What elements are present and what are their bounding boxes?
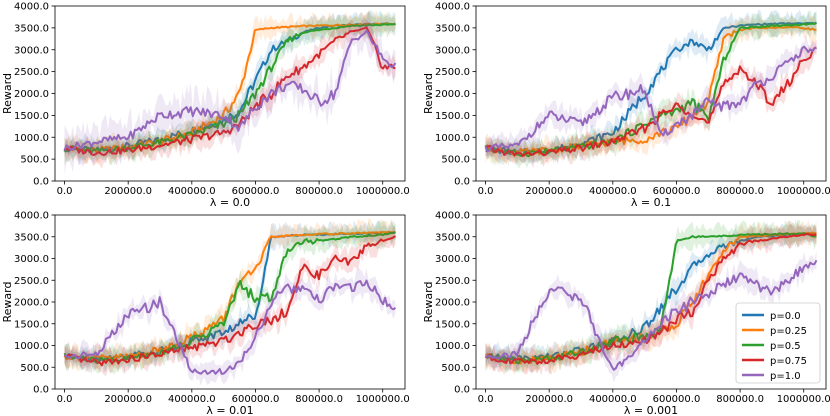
x-axis-label: λ = 0.01 (206, 404, 253, 416)
x-tick-label: 1000000.0 (777, 394, 830, 405)
x-tick-label: 200000.0 (104, 186, 152, 197)
y-tick-label: 500.0 (441, 155, 470, 166)
y-tick-label: 2000.0 (14, 298, 49, 309)
y-tick-label: 3000.0 (435, 45, 470, 56)
y-axis-label: Reward (1, 73, 14, 114)
x-tick-label: 800000.0 (716, 186, 764, 197)
y-axis-label: Reward (1, 282, 14, 323)
series-line-p=0.75 (485, 46, 817, 158)
y-tick-label: 1000.0 (14, 133, 49, 144)
x-tick-label: 200000.0 (104, 394, 152, 405)
y-axis-label: Reward (422, 73, 435, 114)
series-line-p=1.0 (484, 45, 817, 153)
x-tick-label: 600000.0 (232, 394, 280, 405)
x-tick-label: 1000000.0 (356, 186, 410, 197)
series-line-p=0.25 (484, 25, 817, 156)
series-band-p=0.5 (485, 9, 817, 169)
x-tick-label: 600000.0 (653, 394, 701, 405)
x-tick-label: 400000.0 (589, 394, 637, 405)
y-tick-label: 1000.0 (14, 341, 49, 352)
x-tick-label: 400000.0 (589, 186, 637, 197)
y-tick-label: 4000.0 (435, 211, 470, 222)
y-tick-label: 4000.0 (14, 2, 49, 13)
y-tick-label: 3500.0 (14, 23, 49, 34)
legend-box (735, 302, 821, 384)
series-band-p=0.25 (64, 218, 396, 372)
series-line-p=1.0 (63, 29, 397, 152)
y-tick-label: 0.0 (33, 385, 49, 396)
x-tick-label: 200000.0 (525, 186, 573, 197)
y-tick-label: 0.0 (33, 177, 49, 188)
x-tick-label: 400000.0 (168, 394, 216, 405)
x-tick-label: 200000.0 (525, 394, 573, 405)
y-tick-label: 3500.0 (435, 23, 470, 34)
legend-label: p=0.5 (770, 341, 801, 352)
y-tick-label: 2000.0 (435, 298, 470, 309)
y-tick-label: 1500.0 (14, 319, 49, 330)
x-axis-label: λ = 0.001 (624, 404, 678, 416)
series-line-p=0.25 (63, 230, 396, 362)
subplot-lambda-0.001: 0.0 500.0 1000.0 1500.0 2000.0 2500.0 3000.0 35… (422, 211, 830, 416)
x-tick-label: 0.0 (478, 186, 494, 197)
y-tick-label: 2500.0 (435, 67, 470, 78)
series-line-p=0.75 (485, 233, 817, 365)
y-tick-label: 2000.0 (435, 89, 470, 100)
series-line-p=0.75 (64, 26, 396, 157)
x-tick-label: 1000000.0 (777, 186, 830, 197)
y-tick-label: 0.0 (454, 177, 470, 188)
y-tick-label: 2500.0 (14, 276, 49, 287)
series-line-p=0.75 (64, 235, 397, 367)
y-tick-label: 3000.0 (435, 254, 470, 265)
series-band-p=1.0 (485, 250, 817, 383)
y-tick-label: 3500.0 (14, 232, 49, 243)
y-tick-label: 500.0 (441, 363, 470, 374)
series-band-p=0.0 (485, 220, 817, 374)
y-tick-label: 500.0 (20, 155, 49, 166)
x-tick-label: 600000.0 (232, 186, 280, 197)
subplot-lambda-0.0: 0.0 500.0 1000.0 1500.0 2000.0 2500.0 3000.0 35… (1, 2, 410, 210)
y-tick-label: 2000.0 (14, 89, 49, 100)
x-tick-label: 0.0 (57, 186, 73, 197)
y-tick-label: 3000.0 (14, 45, 49, 56)
y-axis-label: Reward (422, 282, 435, 323)
y-tick-label: 4000.0 (14, 211, 49, 222)
series-band-p=1.0 (64, 11, 396, 176)
x-tick-label: 1000000.0 (356, 394, 410, 405)
y-tick-label: 500.0 (20, 363, 49, 374)
series-band-p=1.0 (485, 35, 817, 160)
legend: p=0.0 p=0.25 p=0.5 p=0.75 p=1.0 (735, 302, 821, 384)
series-band-p=0.75 (485, 39, 817, 169)
x-tick-label: 400000.0 (168, 186, 216, 197)
subplot-lambda-0.1: 0.0 500.0 1000.0 1500.0 2000.0 2500.0 3000.0 35… (422, 2, 830, 210)
legend-label: p=1.0 (770, 371, 801, 382)
x-tick-label: 0.0 (57, 394, 73, 405)
y-tick-label: 3000.0 (14, 254, 49, 265)
y-tick-label: 2500.0 (435, 276, 470, 287)
x-axis-label: λ = 0.1 (631, 196, 671, 209)
subplot-lambda-0.01: 0.0 500.0 1000.0 1500.0 2000.0 2500.0 3000.0 35… (1, 211, 410, 416)
x-tick-label: 800000.0 (716, 394, 764, 405)
x-axis-label: λ = 0.0 (210, 196, 250, 209)
y-tick-label: 2500.0 (14, 67, 49, 78)
x-tick-label: 800000.0 (295, 394, 343, 405)
legend-label: p=0.75 (770, 356, 807, 367)
series-line-p=1.0 (63, 279, 397, 375)
y-tick-label: 1000.0 (435, 133, 470, 144)
y-tick-label: 1500.0 (14, 111, 49, 122)
y-tick-label: 0.0 (454, 385, 470, 396)
legend-label: p=0.25 (770, 326, 807, 337)
x-tick-label: 600000.0 (653, 186, 701, 197)
y-tick-label: 1500.0 (435, 319, 470, 330)
series-line-p=1.0 (484, 259, 818, 371)
y-tick-label: 1000.0 (435, 341, 470, 352)
x-tick-label: 0.0 (478, 394, 494, 405)
y-tick-label: 4000.0 (435, 2, 470, 13)
y-tick-label: 1500.0 (435, 111, 470, 122)
series-band-p=0.5 (64, 219, 396, 375)
x-tick-label: 800000.0 (295, 186, 343, 197)
y-tick-label: 3500.0 (435, 232, 470, 243)
legend-label: p=0.0 (770, 311, 801, 322)
